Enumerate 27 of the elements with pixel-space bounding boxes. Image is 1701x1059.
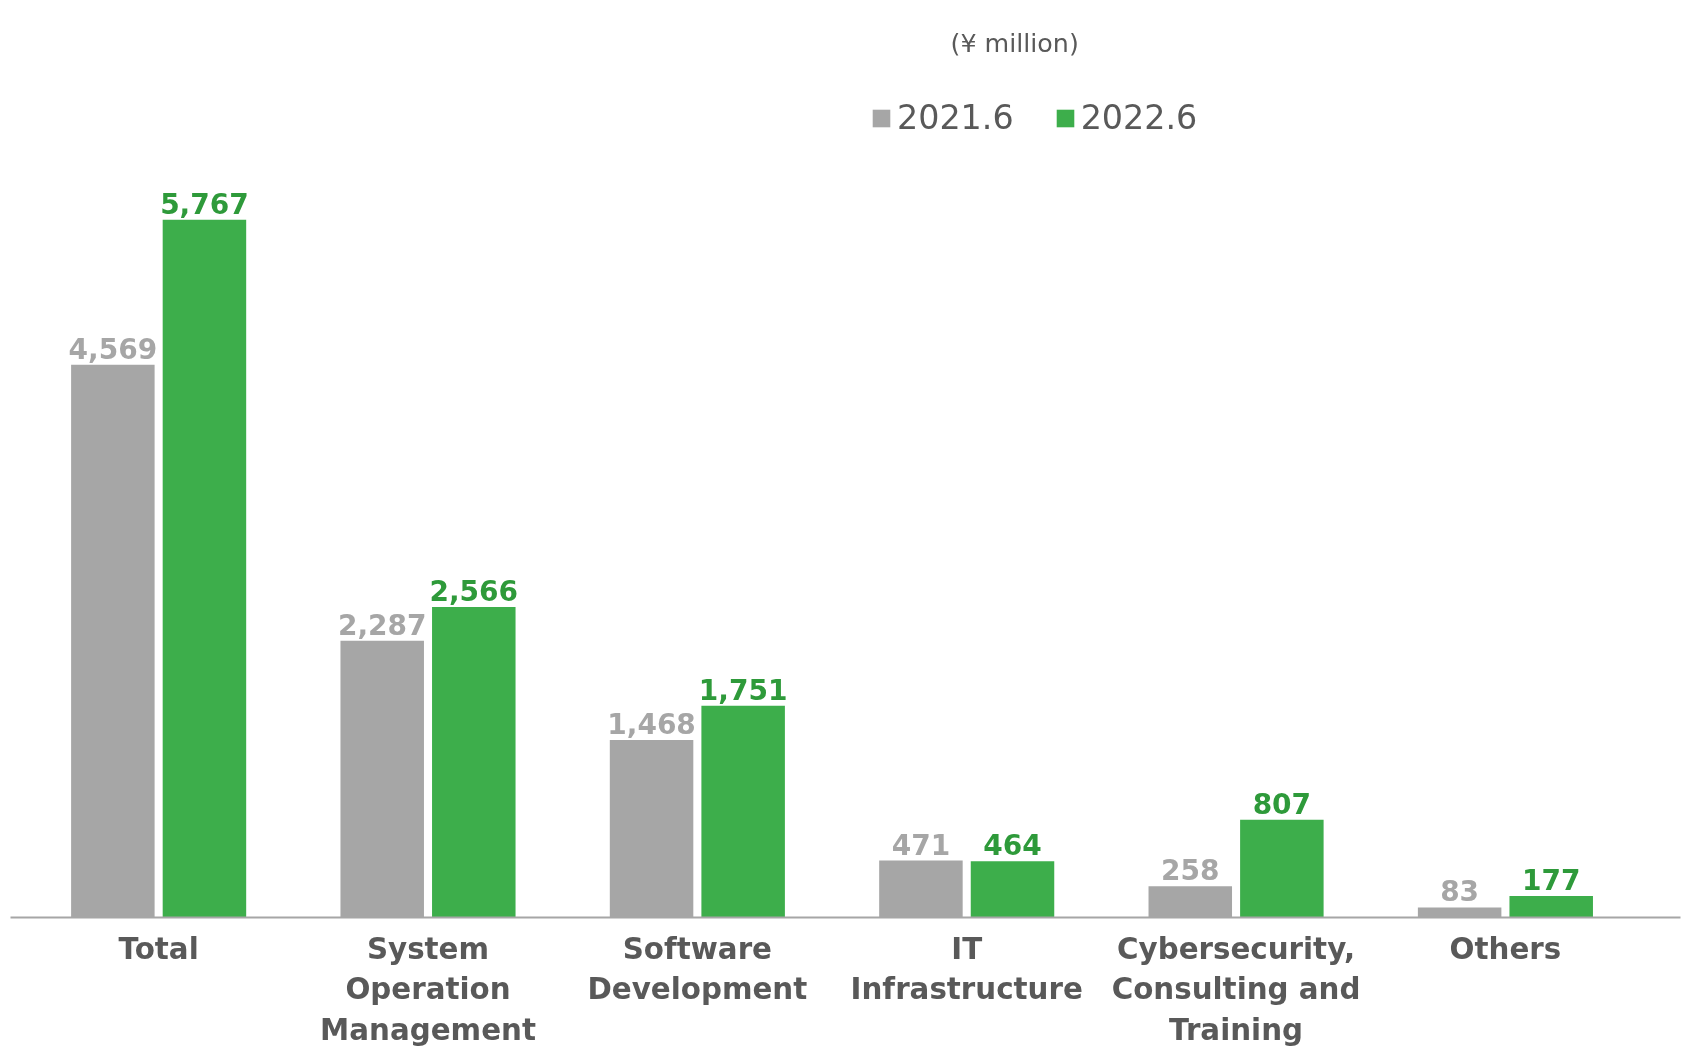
x-tick-label: IT Infrastructure — [850, 931, 1083, 1007]
x-tick-label: Cybersecurity, Consulting and Training — [1111, 931, 1361, 1048]
text: (¥ million) — [950, 27, 1079, 58]
bar — [701, 705, 785, 918]
data-label: 1,751 — [698, 673, 788, 707]
data-label: 1,468 — [607, 707, 696, 741]
x-tick-label: Total — [118, 931, 199, 966]
x-tick-label: System Operation Management — [320, 931, 536, 1048]
data-label: 464 — [983, 829, 1042, 863]
legend-label: 2021.6 — [897, 98, 1014, 137]
bar — [432, 607, 516, 918]
bar — [1509, 896, 1593, 918]
x-tick-label: Others — [1449, 931, 1562, 966]
bar — [970, 861, 1055, 918]
data-label: 177 — [1521, 864, 1581, 898]
data-label: 258 — [1161, 854, 1220, 888]
x-tick-label: Software Development — [587, 931, 808, 1007]
data-label: 2,287 — [337, 608, 427, 642]
data-label: 5,767 — [160, 187, 249, 221]
bar — [1240, 819, 1324, 918]
legend-label: 2022.6 — [1080, 98, 1198, 137]
data-label: 4,569 — [68, 332, 158, 366]
data-label: 2,566 — [429, 575, 519, 609]
data-label: 83 — [1440, 875, 1480, 909]
bar — [162, 219, 247, 918]
data-label: 807 — [1252, 787, 1312, 821]
data-label: 471 — [891, 828, 951, 862]
